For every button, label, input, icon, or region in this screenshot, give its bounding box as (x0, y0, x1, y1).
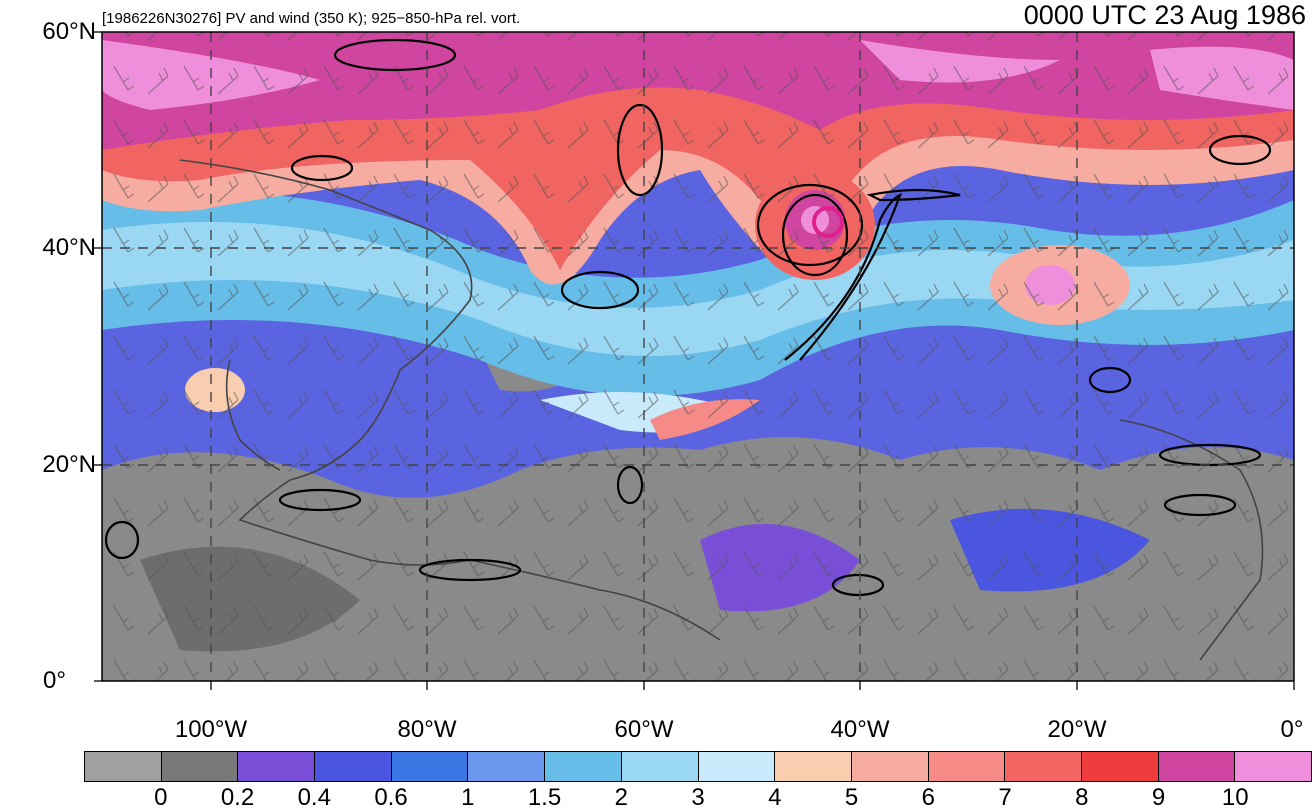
lat-label-60n: 60°N (42, 18, 96, 45)
colorbar-tick-label: 7 (998, 784, 1012, 811)
colorbar-box-7 (621, 752, 699, 781)
colorbar-box-1 (161, 752, 239, 781)
colorbar-tick-label: 6 (921, 784, 935, 811)
colorbar-box-15 (1235, 752, 1311, 781)
pv-field (102, 32, 1294, 681)
colorbar-tick-label: 2 (614, 784, 628, 811)
colorbar-box-8 (698, 752, 776, 781)
lon-label-80w: 80°W (397, 716, 457, 743)
colorbar-tick-label: 0 (154, 784, 168, 811)
colorbar-box-0 (85, 752, 162, 781)
colorbar-box-4 (391, 752, 469, 781)
colorbar-box-5 (468, 752, 546, 781)
colorbar-box-9 (775, 752, 852, 781)
colorbar-box-14 (1158, 752, 1236, 781)
lon-label-40w: 40°W (830, 716, 890, 743)
colorbar-box-12 (1005, 752, 1082, 781)
colorbar-tick-label: 0.6 (374, 784, 408, 811)
axis-ticks (94, 31, 1295, 690)
lon-label-0: 0° (1280, 716, 1304, 743)
colorbar-tick-label: 0.2 (220, 784, 255, 811)
lat-label-0: 0° (43, 667, 66, 694)
colorbar-tick-label: 1 (461, 784, 475, 811)
lon-label-20w: 20°W (1047, 716, 1107, 743)
colorbar-box-3 (315, 752, 392, 781)
colorbar-tick-label: 10 (1221, 784, 1249, 811)
lon-label-60w: 60°W (614, 716, 674, 743)
colorbar-box-2 (238, 752, 316, 781)
colorbar-box-11 (928, 752, 1006, 781)
colorbar-tick-label: 5 (844, 784, 859, 811)
colorbar-tick-label: 9 (1151, 784, 1166, 811)
colorbar-tick-label: 0.4 (297, 784, 331, 811)
lon-label-100w: 100°W (174, 716, 248, 743)
lat-label-40n: 40°N (42, 234, 96, 261)
graticule (102, 32, 1294, 681)
map-panel (94, 31, 1295, 690)
valid-time: 0000 UTC 23 Aug 1986 (1023, 0, 1306, 30)
colorbar-box-10 (851, 752, 929, 781)
colorbar (84, 751, 1312, 782)
colorbar-tick-label: 3 (691, 784, 705, 811)
colorbar-box-13 (1081, 752, 1159, 781)
map-subtitle: [1986226N30276] PV and wind (350 K); 925… (102, 10, 521, 27)
colorbar-tick-label: 1.5 (527, 784, 562, 811)
lat-label-20n: 20°N (42, 451, 96, 478)
colorbar-tick-label: 4 (768, 784, 782, 811)
colorbar-box-6 (545, 752, 622, 781)
colorbar-tick-label: 8 (1075, 784, 1089, 811)
map-frame (101, 31, 1295, 682)
